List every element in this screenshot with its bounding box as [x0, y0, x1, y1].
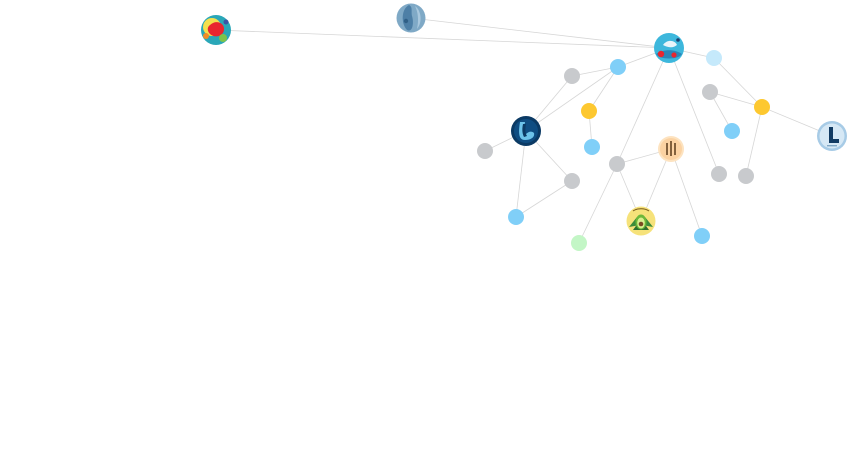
edge-n15-n23 — [670, 148, 703, 237]
graph-node-light-blue[interactable] — [706, 50, 722, 66]
graph-node-blue[interactable] — [508, 209, 524, 225]
edge-n9-n17 — [745, 106, 763, 177]
colorful-blob-avatar-icon[interactable] — [201, 15, 231, 45]
striped-peach-avatar-icon[interactable] — [657, 135, 685, 163]
graph-node-yellow[interactable] — [754, 99, 770, 115]
edge-n3-n19 — [668, 47, 720, 175]
graph-node-gray[interactable] — [564, 173, 580, 189]
avocado-badge-avatar-icon[interactable] — [626, 206, 656, 236]
graph-node-gray[interactable] — [564, 68, 580, 84]
blue-bird-avatar-icon[interactable] — [654, 33, 684, 63]
edge-n7-n9 — [709, 91, 763, 108]
graph-node-gray[interactable] — [702, 84, 718, 100]
graph-node-gray[interactable] — [609, 156, 625, 172]
graph-node-blue[interactable] — [724, 123, 740, 139]
blue-face-avatar-icon[interactable] — [396, 3, 426, 33]
edge-n1-n3 — [215, 29, 670, 49]
l-logo-dark-avatar-icon[interactable] — [511, 116, 541, 146]
l-logo-light-avatar-icon[interactable] — [817, 121, 847, 151]
graph-node-yellow[interactable] — [581, 103, 597, 119]
edge-n5-n8 — [588, 66, 619, 112]
edge-n3-n16 — [616, 47, 670, 165]
graph-node-gray[interactable] — [477, 143, 493, 159]
edge-n16-n22 — [578, 163, 618, 244]
graph-node-blue[interactable] — [610, 59, 626, 75]
nodes-layer — [201, 3, 847, 251]
edge-n2-n3 — [410, 17, 670, 49]
graph-node-green[interactable] — [571, 235, 587, 251]
graph-node-blue[interactable] — [584, 139, 600, 155]
edge-n18-n20 — [515, 180, 573, 218]
graph-node-gray[interactable] — [711, 166, 727, 182]
graph-node-blue[interactable] — [694, 228, 710, 244]
edge-n4-n9 — [713, 57, 763, 108]
edge-n5-n11 — [525, 66, 619, 132]
graph-node-gray[interactable] — [738, 168, 754, 184]
